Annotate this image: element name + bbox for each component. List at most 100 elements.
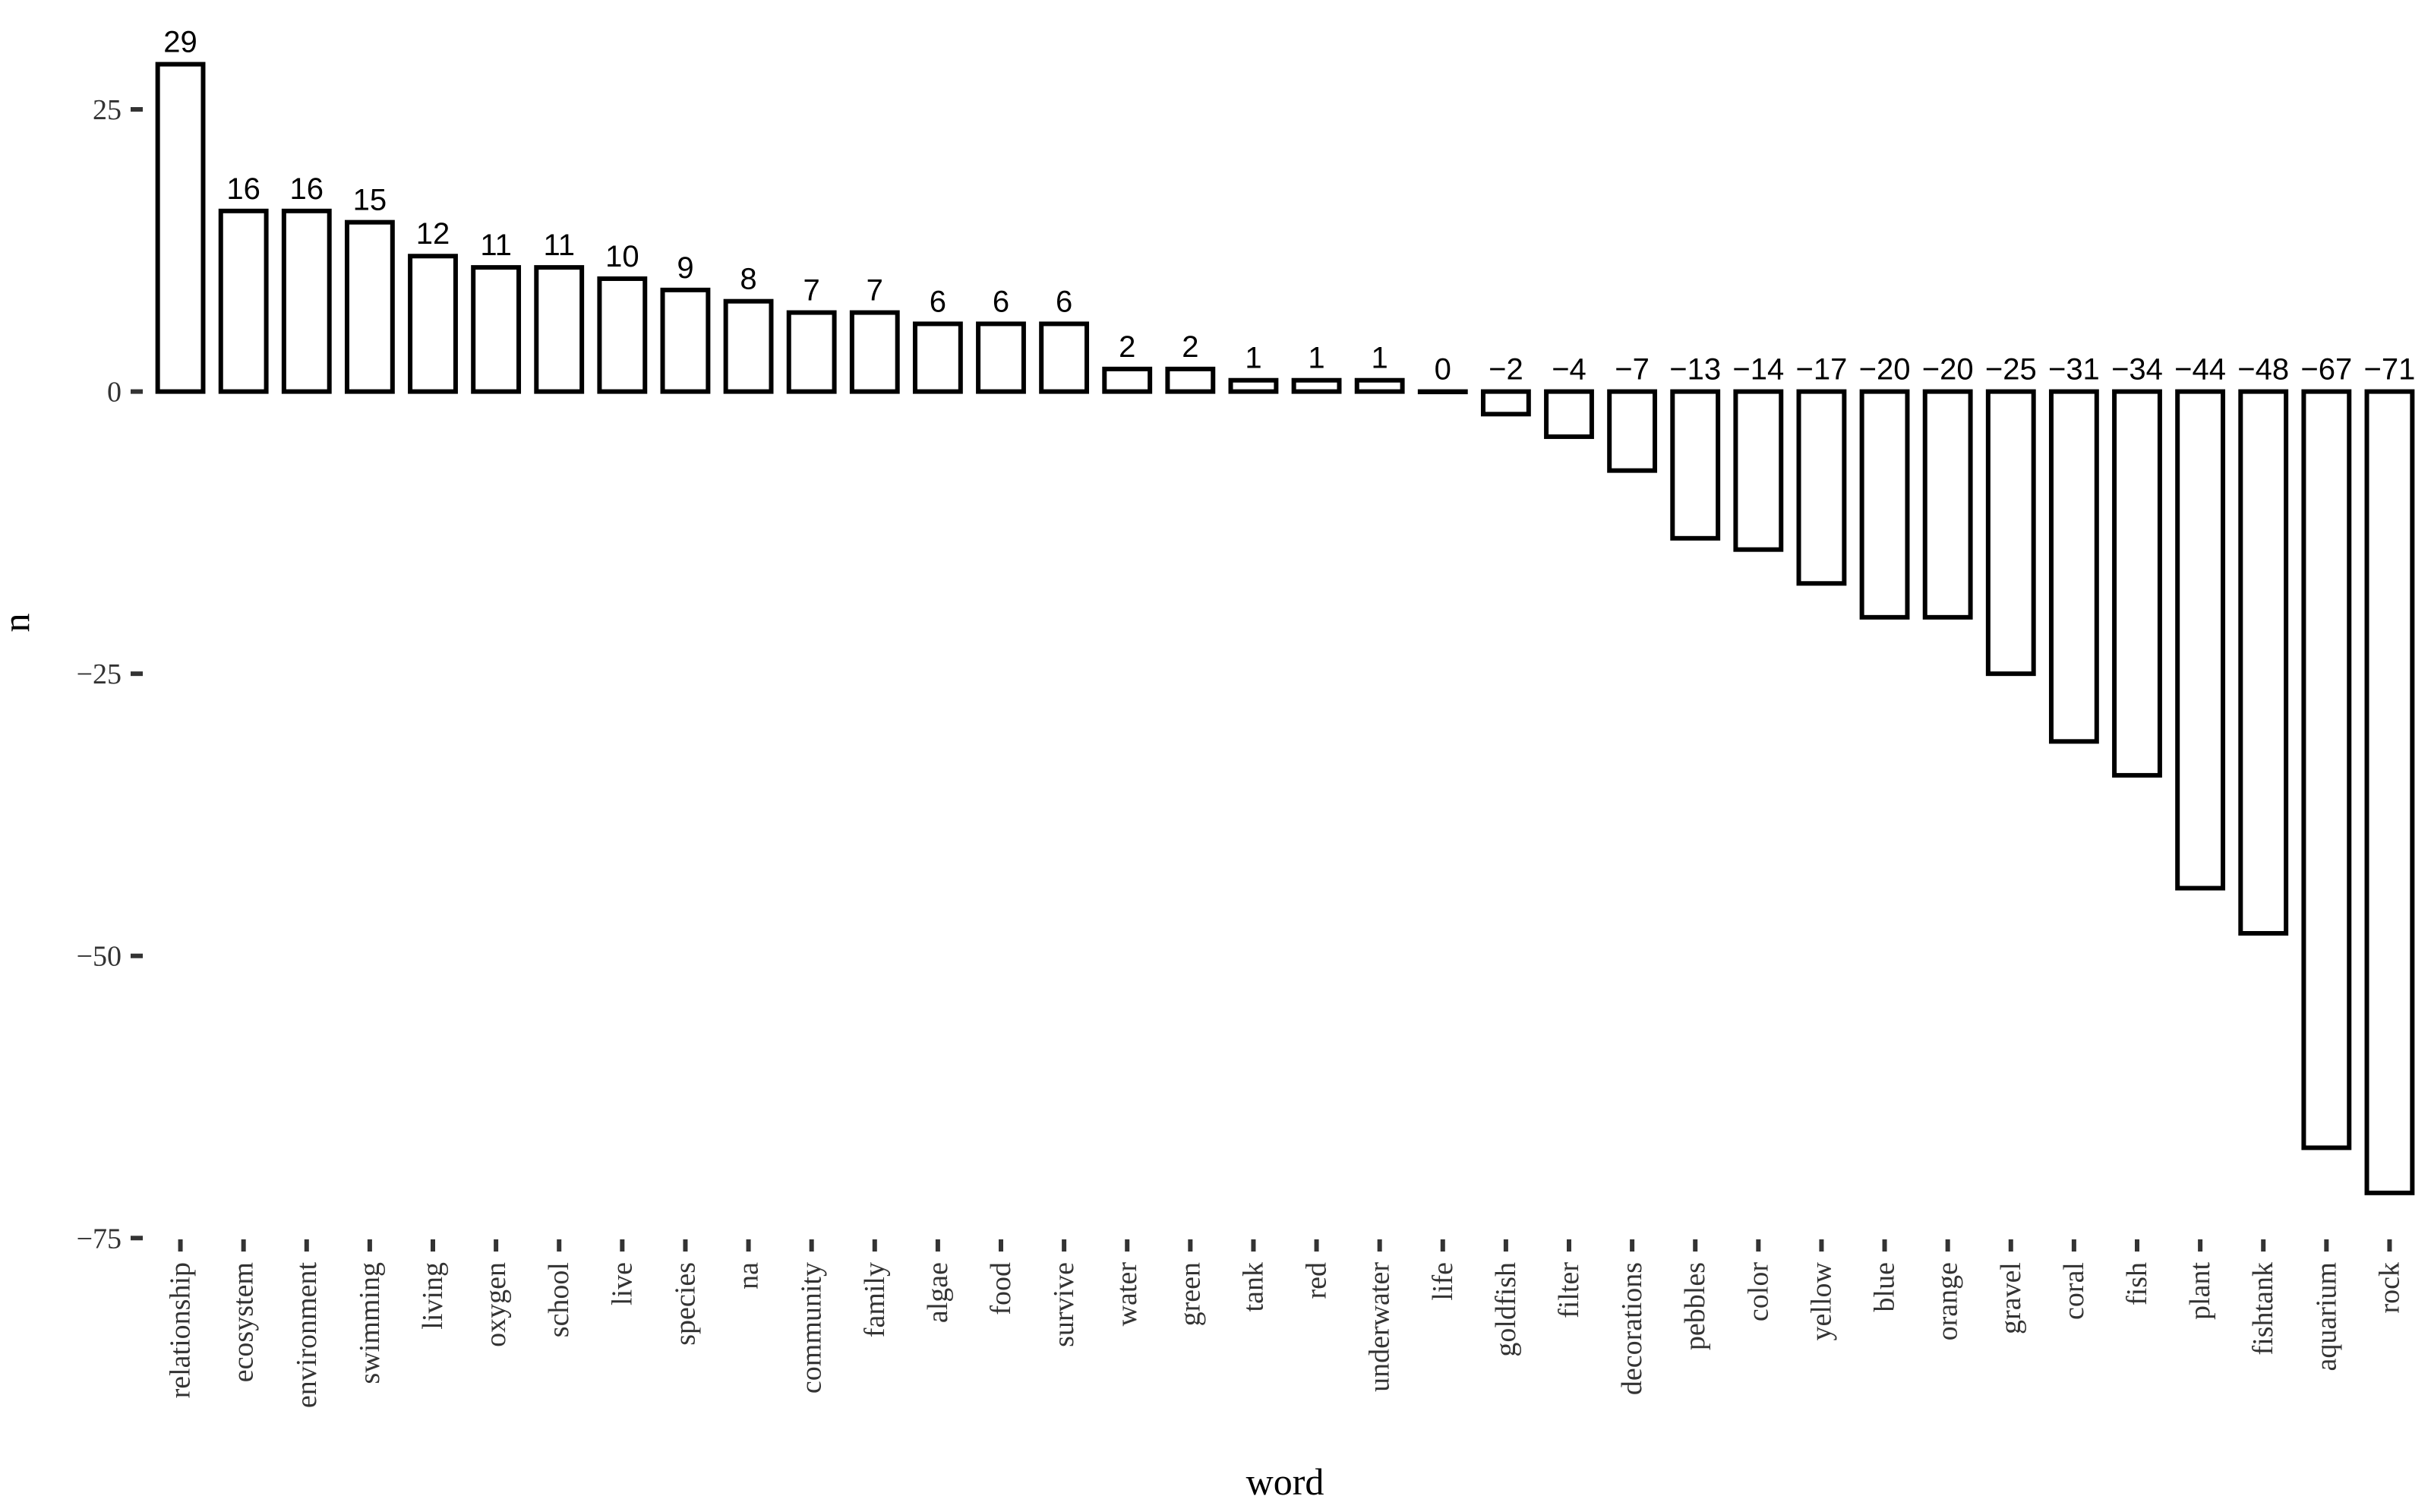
x-tick-label: rock — [2373, 1262, 2405, 1314]
bar-orange — [1922, 389, 1973, 620]
data-label: −4 — [1552, 353, 1586, 387]
data-label: −17 — [1796, 353, 1848, 387]
data-label: −2 — [1489, 353, 1523, 387]
y-tick-label: 25 — [93, 94, 122, 126]
bar-live — [597, 276, 648, 394]
data-label: 2 — [1182, 330, 1198, 364]
data-label: −34 — [2111, 353, 2163, 387]
x-tick-label: filter — [1553, 1262, 1585, 1318]
bar-food — [976, 321, 1026, 394]
x-tick-label: coral — [2058, 1262, 2090, 1320]
data-label: −25 — [1985, 353, 2037, 387]
x-tick-label: aquarium — [2310, 1262, 2342, 1372]
bar-algae — [912, 321, 963, 394]
bar-oxygen — [471, 265, 522, 394]
bar-fish — [2112, 389, 2162, 778]
x-tick-label: color — [1742, 1262, 1774, 1321]
bar-tank — [1228, 377, 1279, 394]
data-label: 29 — [163, 26, 197, 59]
bar-species — [660, 287, 711, 394]
bar-color — [1733, 389, 1784, 552]
x-tick-label: goldfish — [1490, 1262, 1522, 1357]
x-axis: relationship ecosystem environment swimming… — [165, 1239, 2405, 1409]
x-tick-label: decorations — [1616, 1262, 1648, 1395]
bar-relationship — [155, 62, 206, 394]
y-tick-label: −50 — [77, 941, 122, 973]
x-axis-title: word — [1246, 1460, 1324, 1503]
bar-gravel — [1985, 389, 2036, 677]
x-tick-label: life — [1427, 1262, 1459, 1301]
bar-environment — [281, 208, 332, 394]
x-tick-label: plant — [2184, 1262, 2216, 1320]
x-tick-label: relationship — [165, 1262, 197, 1398]
bar-community — [786, 310, 837, 394]
x-tick-label: species — [669, 1262, 701, 1346]
bar-yellow — [1796, 389, 1847, 586]
data-label: −48 — [2237, 353, 2289, 387]
data-label: 16 — [226, 172, 260, 206]
x-tick-label: tank — [1237, 1262, 1269, 1312]
y-tick-label: −75 — [77, 1223, 122, 1255]
data-label: 16 — [290, 172, 324, 206]
data-label: 6 — [930, 285, 946, 318]
data-label: 11 — [480, 229, 512, 262]
x-tick-label: oxygen — [480, 1262, 512, 1347]
x-tick-label: environment — [291, 1262, 323, 1409]
data-label: 8 — [740, 263, 756, 296]
bar-decorations — [1607, 389, 1658, 473]
bar-green — [1165, 366, 1216, 394]
x-tick-label: food — [985, 1262, 1017, 1315]
data-label: −20 — [1922, 353, 1974, 387]
x-tick-label: live — [606, 1262, 638, 1305]
bar-living — [408, 254, 458, 394]
data-label: 1 — [1308, 342, 1324, 375]
x-tick-label: fish — [2121, 1262, 2153, 1305]
data-label: 2 — [1119, 330, 1135, 364]
bars — [155, 62, 2415, 1195]
x-tick-label: blue — [1869, 1262, 1901, 1312]
x-tick-label: gravel — [1995, 1262, 2027, 1334]
data-label: −14 — [1732, 353, 1784, 387]
bar-pebbles — [1670, 389, 1721, 541]
bar-filter — [1544, 389, 1594, 440]
bar-goldfish — [1480, 389, 1531, 417]
data-label: 0 — [1435, 353, 1451, 387]
bar-underwater — [1354, 377, 1405, 394]
x-tick-label: orange — [1932, 1262, 1964, 1340]
bar-school — [534, 265, 585, 394]
bar-coral — [2048, 389, 2099, 744]
y-tick-label: −25 — [77, 658, 122, 690]
data-label: −44 — [2174, 353, 2226, 387]
data-label: 7 — [803, 274, 820, 308]
bar-water — [1102, 366, 1153, 394]
bar-blue — [1859, 389, 1910, 620]
x-tick-label: family — [859, 1262, 891, 1337]
bar-ecosystem — [218, 208, 269, 394]
data-label: 6 — [993, 285, 1009, 318]
bar-aquarium — [2301, 389, 2352, 1151]
data-label: 1 — [1372, 342, 1388, 375]
x-tick-label: na — [733, 1262, 765, 1289]
data-label: −71 — [2364, 353, 2416, 387]
data-label: 10 — [605, 240, 639, 273]
bar-swimming — [344, 219, 395, 394]
y-axis-title: n — [0, 614, 37, 633]
data-label: 15 — [353, 184, 387, 217]
x-tick-label: swimming — [354, 1262, 386, 1384]
bar-life — [1417, 389, 1468, 395]
data-label: 12 — [416, 217, 450, 251]
bar-rock — [2364, 389, 2415, 1195]
bar-family — [849, 310, 900, 394]
bar-plant — [2175, 389, 2226, 891]
y-tick-label: 0 — [107, 377, 122, 409]
x-tick-label: school — [543, 1262, 575, 1337]
data-label: 9 — [677, 251, 693, 285]
bar-na — [723, 298, 774, 394]
y-axis: −75 −50 −25 0 25 — [77, 94, 143, 1255]
x-tick-label: ecosystem — [228, 1262, 260, 1382]
data-label: −13 — [1669, 353, 1721, 387]
x-tick-label: water — [1111, 1262, 1143, 1327]
data-label: 7 — [867, 274, 883, 308]
